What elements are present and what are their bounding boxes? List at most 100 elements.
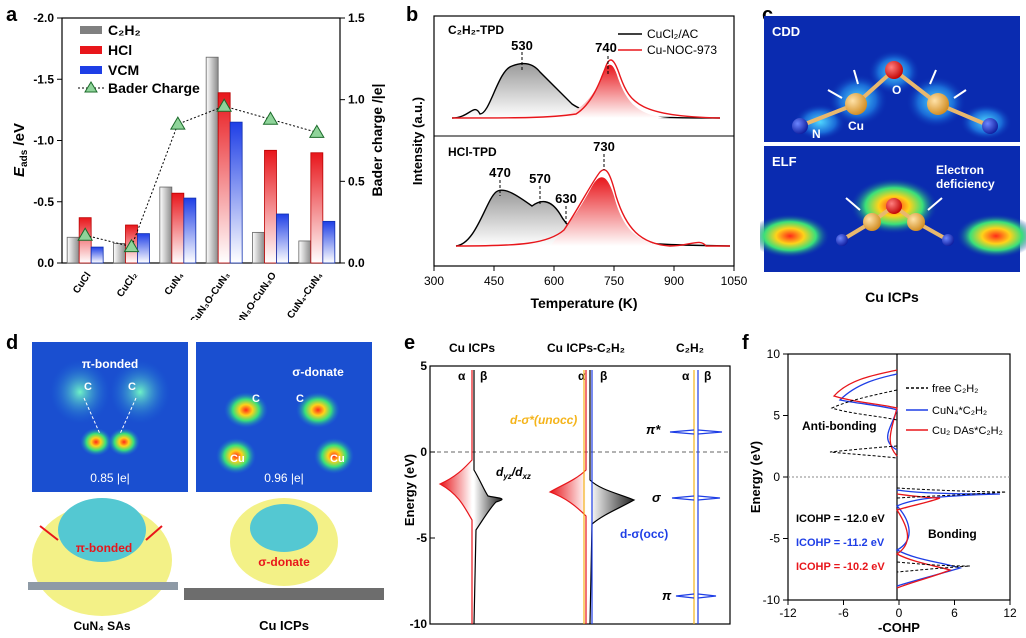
- tpd-bottom-cunoc-line: [455, 169, 730, 247]
- bar-hcl: [264, 149, 277, 264]
- carbon-label: C: [128, 381, 136, 393]
- y2-tick-label: 0.0: [348, 256, 365, 270]
- bar-hcl: [171, 192, 185, 264]
- y-tick-label: 5: [420, 359, 427, 373]
- y-tick-label: 0.0: [37, 256, 54, 270]
- legend-vcm: VCM: [108, 62, 139, 78]
- column-cu-icps-c2h2: Cu ICPs-C₂H₂: [547, 341, 625, 355]
- bader-point: [169, 116, 186, 130]
- arrow-icon: [853, 69, 859, 85]
- chart-b-frame: [433, 15, 735, 267]
- bar-c2h2: [159, 186, 173, 264]
- bonding-label: Bonding: [928, 527, 977, 541]
- pi-bonded-3d-label: π-bonded: [76, 541, 133, 555]
- caption-cu-icps: Cu ICPs: [259, 618, 309, 633]
- nitrogen-atom-icon: [836, 234, 848, 246]
- legend-swatch-c2h2: [80, 26, 102, 34]
- bar-vcm: [137, 233, 150, 264]
- tpd-peak-label: 630: [555, 191, 577, 206]
- y-tick-label: 0: [773, 470, 780, 484]
- category-label: CuCl₂: [115, 270, 140, 299]
- tpd-peak-label: 730: [593, 139, 615, 154]
- tpd-top-gray-fill: [452, 63, 620, 118]
- tpd-peak-label: 740: [595, 40, 617, 55]
- chart-b-xlabel: Temperature (K): [530, 295, 637, 311]
- y-tick-label: -2.0: [33, 11, 54, 25]
- density-lobe: [80, 428, 112, 456]
- triangle-marker-icon: [84, 81, 98, 93]
- bar-vcm: [229, 121, 243, 264]
- pi-star-peak: [669, 429, 723, 435]
- pdos-complex-beta: [589, 370, 636, 625]
- legend-swatch-vcm: [80, 66, 102, 74]
- tpd-bottom-title: HCl-TPD: [448, 145, 497, 159]
- arrow-icon: [827, 89, 843, 99]
- legend-cunoc: Cu-NOC-973: [647, 43, 717, 57]
- icohp-value: ICOHP = -11.2 eV: [796, 537, 885, 549]
- panel-f: f -12 -6 0 6 12 10 5 0 -5 -10 Anti-bonding Bondi…: [740, 330, 1026, 638]
- oxygen-atom-icon: [886, 198, 902, 214]
- arrow-icon: [927, 197, 943, 211]
- left-charge-value: 0.85 |e|: [90, 471, 130, 485]
- cohp-cu2-bonding: [895, 493, 952, 589]
- category-label: CuN₃O-CuN₃O: [230, 270, 279, 320]
- category-label: CuN₄: [163, 270, 187, 297]
- panel-label-d: d: [6, 332, 19, 354]
- chart-f-x-ticks: -12 -6 0 6 12: [779, 600, 1017, 620]
- bar-c2h2: [252, 231, 265, 264]
- bar-vcm: [90, 246, 104, 264]
- arrow-icon: [145, 525, 163, 541]
- sigma-label: σ: [652, 490, 662, 505]
- nitrogen-atom-icon: [942, 234, 954, 246]
- x-tick-label: -12: [779, 606, 797, 620]
- chart-e-y-ticks: 5 0 -5 -10: [410, 359, 435, 631]
- cohp-cun4-bonding: [895, 489, 1001, 587]
- bond-guide: [119, 397, 137, 435]
- tpd-bottom-red-fill: [550, 177, 666, 246]
- bar-vcm: [183, 197, 197, 264]
- cohp-cu2-line: [832, 369, 898, 457]
- arrow-icon: [845, 197, 861, 211]
- bader-point: [216, 98, 233, 112]
- x-tick-label: 750: [604, 274, 624, 288]
- chart-b-tpd: C₂H₂-TPD 530 740 CuCl₂/AC Cu-NOC-973 HCl…: [410, 15, 748, 311]
- legend-free-c2h2: free C₂H₂: [932, 383, 978, 395]
- elf-lobe: [760, 214, 830, 258]
- y-tick-label: 10: [767, 347, 781, 361]
- density-lobe: [296, 392, 340, 428]
- bader-point: [77, 227, 94, 241]
- spin-alpha: α: [458, 369, 466, 383]
- spin-alpha: α: [682, 369, 690, 383]
- legend-cu2: Cu₂ DAs*C₂H₂: [932, 425, 1003, 437]
- chart-f-ylabel: Energy (eV): [748, 441, 763, 513]
- x-tick-label: 600: [544, 274, 564, 288]
- cdd-elf-maps: CDD N Cu O ELF Electron deficiency Cu ICP…: [760, 16, 1026, 305]
- cohp-free-bonding: [896, 487, 1007, 573]
- chart-a-ylabel: Eads /eV: [11, 123, 30, 177]
- y-tick-label: 0: [420, 445, 427, 459]
- pdos-complex-alpha: [548, 370, 587, 624]
- atom-label-o: O: [892, 83, 901, 97]
- nitrogen-atom-icon: [792, 118, 808, 134]
- chart-f-xlabel: -COHP: [878, 620, 920, 635]
- panel-label-a: a: [6, 4, 18, 26]
- panel-d: d π-bonded C C 0.85 |e| σ-donate C C Cu …: [0, 330, 400, 638]
- y-tick-label: -10: [410, 617, 428, 631]
- density-lobe: [108, 428, 140, 456]
- spin-beta: β: [600, 369, 607, 383]
- x-tick-label: 1050: [721, 274, 748, 288]
- copper-atom-icon: [863, 213, 881, 231]
- isosurface-cyan: [250, 504, 318, 552]
- column-c2h2: C₂H₂: [676, 341, 704, 355]
- tpd-top-cunoc-line: [451, 59, 721, 119]
- legend-hcl: HCl: [108, 42, 132, 58]
- isosurface-cyan: [58, 498, 146, 562]
- left-charge-map: [32, 342, 188, 492]
- chart-a-y-ticks: -2.0 -1.5 -1.0 -0.5 0.0: [33, 11, 62, 270]
- y-tick-label: -5: [416, 531, 427, 545]
- sigma-donate-label: σ-donate: [292, 365, 344, 379]
- oxygen-atom-icon: [885, 61, 903, 79]
- y2-tick-label: 1.0: [348, 93, 365, 107]
- sigma-donate-3d-label: σ-donate: [258, 555, 310, 569]
- arrow-icon: [929, 69, 937, 85]
